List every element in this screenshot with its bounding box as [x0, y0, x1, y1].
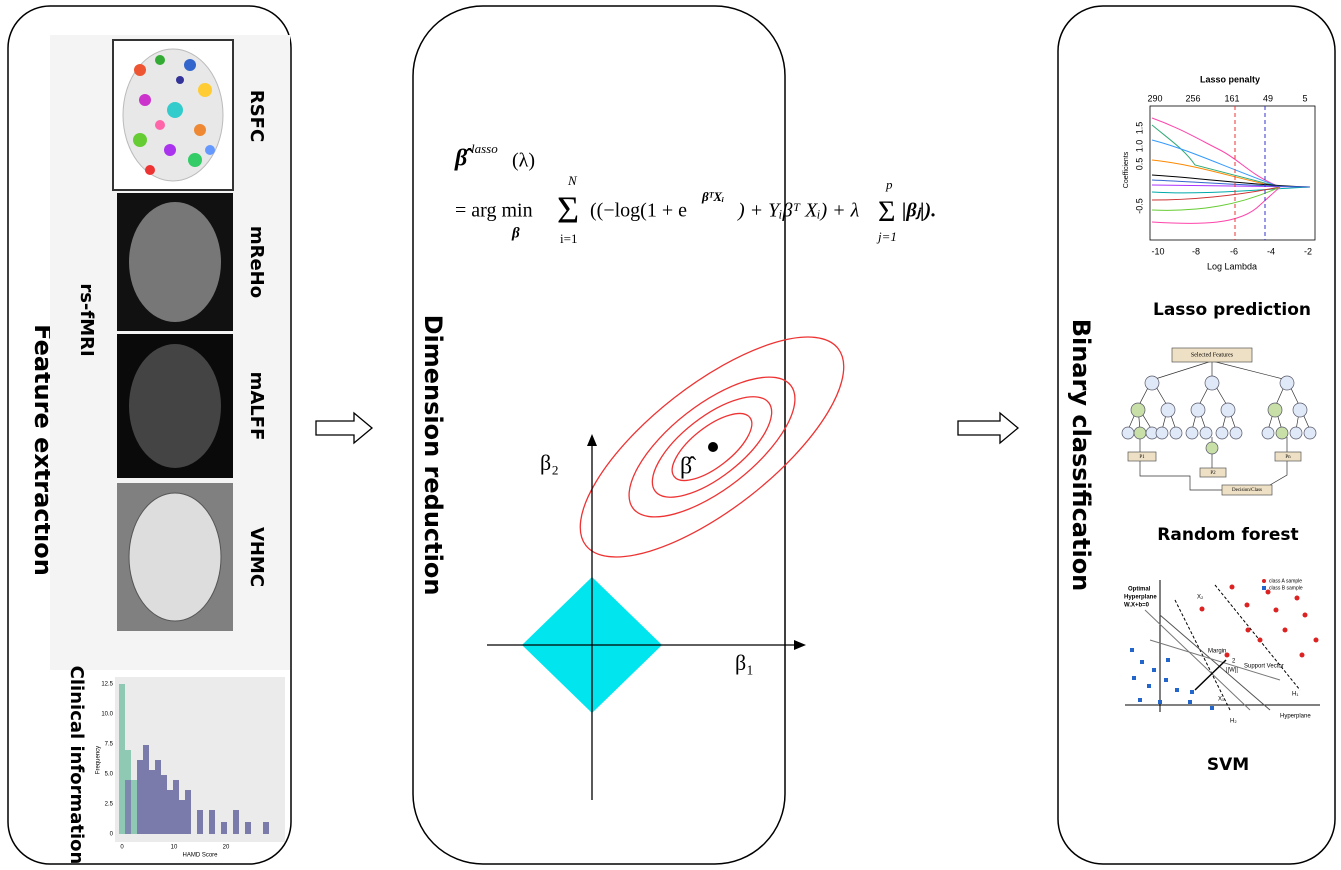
group-label: rs-fMRI — [76, 283, 97, 356]
x-axis-label: HAMD Score — [182, 853, 218, 859]
diagram: Feature extraction rs-fMRI RSFC mReHo mA… — [0, 0, 1341, 870]
top-tick-label: 161 — [1224, 93, 1239, 103]
top-tick-label: 290 — [1147, 93, 1162, 103]
y-tick-label: 7.5 — [105, 742, 114, 748]
y-tick-label: 12.5 — [101, 682, 113, 688]
brain — [129, 202, 221, 322]
legend-marker — [1262, 579, 1266, 583]
y-tick-label: 0.5 — [1134, 158, 1144, 171]
panel-title: Dimension reduction — [419, 315, 447, 596]
svm-label: Hyperplane — [1124, 595, 1157, 601]
eq-part: βᵀXᵢ — [701, 189, 724, 204]
top-tick-label: 256 — [1185, 93, 1200, 103]
x-axis-label: Log Lambda — [1207, 261, 1257, 271]
legend-marker — [1262, 586, 1266, 590]
image-label: mReHo — [246, 226, 267, 298]
plot-title: Lasso penalty — [1200, 74, 1260, 84]
x-tick-label: 10 — [171, 845, 178, 851]
x-tick-label: -8 — [1192, 246, 1200, 256]
axis-label: β₁ — [735, 650, 754, 675]
arrow — [958, 413, 1018, 443]
x-tick-label: -10 — [1151, 246, 1164, 256]
x-tick-label: 20 — [223, 845, 230, 851]
clinical-title: Clinical information — [66, 666, 87, 865]
class-a-points — [1200, 585, 1319, 658]
arrow — [316, 413, 372, 443]
legend-label: class A sample — [1269, 578, 1302, 584]
eq-part: N — [567, 173, 578, 188]
x-tick-label: 0 — [120, 845, 124, 851]
coefficient-paths — [1152, 118, 1310, 223]
eq-part: ) + Yᵢβᵀ Xᵢ) + λ — [737, 200, 860, 222]
y-tick-label: 5.0 — [105, 772, 114, 778]
plot-frame — [1150, 106, 1315, 240]
y-axis-label: Coefficients — [1123, 151, 1130, 188]
eq-part: ((−log(1 + e — [590, 200, 687, 222]
eq-part: (λ) — [512, 150, 535, 172]
svm-label: Margin — [1208, 649, 1226, 655]
eq-part: Σ — [557, 190, 579, 232]
y-tick-label: 10.0 — [101, 712, 113, 718]
equation: β̂ lasso (λ) = arg min β Σ N i=1 ((−log(… — [454, 141, 936, 246]
arrowhead — [587, 434, 597, 446]
eq-part: β — [511, 225, 520, 241]
eq-part: j=1 — [876, 229, 897, 244]
y-tick-label: 1.0 — [1134, 140, 1144, 153]
legend-label: class B sample — [1269, 585, 1303, 591]
x-tick-label: -2 — [1304, 246, 1312, 256]
image-label: VHMC — [246, 527, 267, 587]
leaf-label: P1 — [1139, 455, 1145, 460]
image-label: mALFF — [246, 372, 267, 441]
caption: Lasso prediction — [1153, 300, 1311, 320]
caption: SVM — [1207, 755, 1249, 775]
svm-label: X₁ — [1218, 697, 1224, 703]
svm-label: X₂ — [1197, 595, 1204, 601]
eq-part: p — [885, 177, 893, 192]
svm-label: H₁ — [1292, 692, 1298, 698]
panel-title: Binary classification — [1067, 319, 1095, 592]
x-tick-label: -6 — [1230, 246, 1238, 256]
svm-label: 2 — [1232, 659, 1236, 665]
svm-label: W.X+b=0 — [1124, 603, 1150, 609]
leaf-label: Pn — [1285, 455, 1291, 460]
svm-lines — [1145, 585, 1300, 710]
svm-label: Support Vector — [1244, 664, 1284, 670]
eq-part: |βⱼ|). — [902, 200, 936, 222]
leaf-label: P2 — [1210, 471, 1216, 476]
class-b-points — [1130, 648, 1214, 710]
image-label: RSFC — [246, 90, 267, 142]
brain — [129, 493, 221, 621]
eq-part: lasso — [471, 141, 498, 156]
y-tick-label: 2.5 — [105, 802, 114, 808]
y-tick-label: 1.5 — [1134, 122, 1144, 135]
svm-label: Hyperplane — [1280, 714, 1311, 720]
estimate-label: β̂ — [680, 454, 696, 480]
caption: Random forest — [1157, 525, 1298, 545]
arrowhead — [794, 640, 806, 650]
eq-part: Σ — [878, 195, 895, 228]
svm-label: H₂ — [1230, 719, 1237, 725]
eq-part: i=1 — [560, 231, 577, 246]
panel — [413, 6, 785, 864]
decision-label: Decision/Class — [1232, 488, 1262, 493]
svm-label: Optimal — [1128, 587, 1151, 593]
eq-part: = arg min — [455, 200, 533, 222]
top-tick-label: 49 — [1263, 93, 1273, 103]
estimate-point — [708, 442, 718, 452]
top-tick-label: 5 — [1302, 93, 1307, 103]
svm-label: ||W|| — [1226, 668, 1238, 674]
axis-label: β₂ — [540, 450, 559, 475]
y-tick-label: 0 — [110, 832, 114, 838]
y-axis-label: Frequency — [96, 746, 102, 774]
tree-root-label: Selected Features — [1191, 352, 1234, 358]
brain — [129, 344, 221, 468]
y-tick-label: -0.5 — [1134, 198, 1144, 214]
x-tick-label: -4 — [1267, 246, 1275, 256]
